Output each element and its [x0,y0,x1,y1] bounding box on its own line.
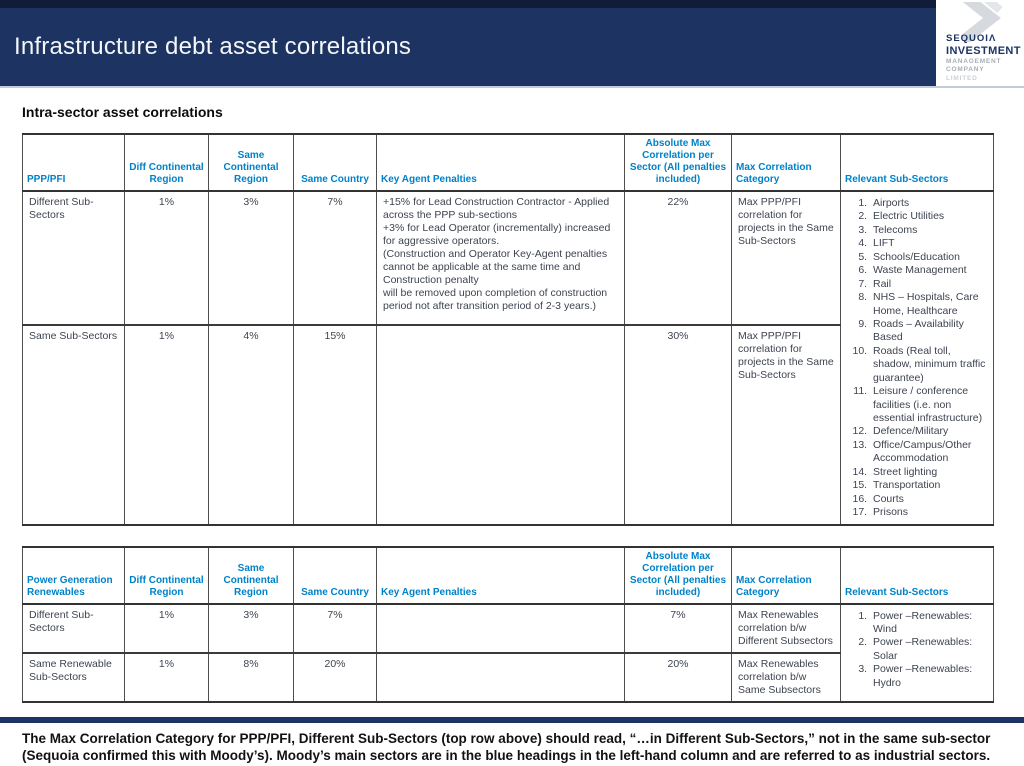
list-item: Roads – Availability Based [870,318,987,345]
header-divider [0,86,1024,88]
col-header-same-continental-region: Same Continental Region [208,546,294,604]
ppp-pfi-correlations-table: PPP/PFI Diff Continental Region Same Con… [22,133,994,526]
list-item: Power –Renewables: Hydro [870,663,987,690]
list-item: Prisons [870,506,987,519]
table-row: Same Renewable Sub-Sectors 1% 8% 20% 20%… [22,652,994,703]
row-label: Same Sub-Sectors [22,324,125,525]
row-label: Different Sub-Sectors [22,602,125,654]
col-header-relevant-sub-sectors: Relevant Sub-Sectors [840,546,994,604]
col-header-relevant-sub-sectors: Relevant Sub-Sectors [840,133,994,192]
list-item: Leisure / conference facilities (i.e. no… [870,385,987,425]
col-header-power-generation-renewables: Power Generation Renewables [22,546,125,604]
diff-region-value: 1% [124,324,209,525]
col-header-key-agent-penalties: Key Agent Penalties [376,133,625,192]
list-item: Courts [870,493,987,506]
list-item: Rail [870,278,987,291]
list-item: Schools/Education [870,251,987,264]
diff-region-value: 1% [124,602,209,654]
same-country-value: 7% [293,190,377,326]
header-top-strip [0,0,1024,8]
col-header-diff-continental-region: Diff Continental Region [124,546,209,604]
title-banner: Infrastructure debt asset correlations [0,8,1024,86]
col-header-max-correlation-category: Max Correlation Category [731,133,841,192]
col-header-same-country: Same Country [293,546,377,604]
section-heading: Intra-sector asset correlations [22,104,223,120]
relevant-sub-sectors-cell: Power –Renewables: WindPower –Renewables… [840,602,994,703]
sub-sector-list: Power –Renewables: WindPower –Renewables… [847,610,987,691]
col-header-max-correlation-category: Max Correlation Category [731,546,841,604]
table-row: Different Sub-Sectors 1% 3% 7% +15% for … [22,190,994,525]
same-country-value: 15% [293,324,377,525]
logo-wordmark: SEQUOIΛ INVESTMENT MANAGEMENT COMPANY LI… [946,34,1021,82]
table-header-row: PPP/PFI Diff Continental Region Same Con… [22,133,994,192]
col-header-diff-continental-region: Diff Continental Region [124,133,209,192]
max-correlation-category-text: Max Renewables correlation b/w Different… [731,602,841,654]
diff-region-value: 1% [124,190,209,326]
row-label: Different Sub-Sectors [22,190,125,326]
key-agent-penalties-text [376,324,625,525]
renewables-correlations-table: Power Generation Renewables Diff Contine… [22,545,994,703]
relevant-sub-sectors-cell: AirportsElectric UtilitiesTelecomsLIFTSc… [840,190,994,525]
sub-sector-list: AirportsElectric UtilitiesTelecomsLIFTSc… [847,197,987,520]
footer-divider-bar [0,716,1024,723]
key-agent-penalties-text [376,602,625,654]
diff-region-value: 1% [124,652,209,703]
key-agent-penalties-text [376,652,625,703]
list-item: LIFT [870,237,987,250]
list-item: Power –Renewables: Solar [870,636,987,663]
page-title: Infrastructure debt asset correlations [14,33,412,60]
list-item: Telecoms [870,224,987,237]
list-item: Electric Utilities [870,210,987,223]
absolute-max-value: 20% [624,652,732,703]
list-item: NHS – Hospitals, Care Home, Healthcare [870,291,987,318]
list-item: Waste Management [870,264,987,277]
col-header-ppp-pfi: PPP/PFI [22,133,125,192]
col-header-absolute-max: Absolute Max Correlation per Sector (All… [624,546,732,604]
same-country-value: 7% [293,602,377,654]
list-item: Airports [870,197,987,210]
company-logo: SEQUOIΛ INVESTMENT MANAGEMENT COMPANY LI… [936,0,1024,86]
list-item: Transportation [870,479,987,492]
key-agent-penalties-text: +15% for Lead Construction Contractor - … [376,190,625,326]
same-region-value: 3% [208,190,294,326]
max-correlation-category-text: Max PPP/PFI correlation for projects in … [731,324,841,525]
footer-note: The Max Correlation Category for PPP/PFI… [22,730,991,766]
absolute-max-value: 22% [624,190,732,326]
row-label: Same Renewable Sub-Sectors [22,652,125,703]
same-region-value: 4% [208,324,294,525]
table-row: Same Sub-Sectors 1% 4% 15% 30% Max PPP/P… [22,324,994,525]
list-item: Power –Renewables: Wind [870,610,987,637]
list-item: Defence/Military [870,425,987,438]
absolute-max-value: 7% [624,602,732,654]
same-country-value: 20% [293,652,377,703]
col-header-same-country: Same Country [293,133,377,192]
logo-company: COMPANY [946,66,985,73]
same-region-value: 3% [208,602,294,654]
logo-investment: INVESTMENT [946,44,1021,57]
list-item: Office/Campus/Other Accommodation [870,439,987,466]
slide-content: Intra-sector asset correlations PPP/PFI … [0,104,1024,703]
logo-limited: LIMITED [946,74,978,82]
table-header-row: Power Generation Renewables Diff Contine… [22,546,994,604]
max-correlation-category-text: Max Renewables correlation b/w Same Subs… [731,652,841,703]
list-item: Roads (Real toll, shadow, minimum traffi… [870,345,987,385]
same-region-value: 8% [208,652,294,703]
logo-name: SEQUOIΛ [946,33,997,44]
logo-management: MANAGEMENT [946,57,1002,65]
col-header-key-agent-penalties: Key Agent Penalties [376,546,625,604]
col-header-absolute-max: Absolute Max Correlation per Sector (All… [624,133,732,192]
col-header-same-continental-region: Same Continental Region [208,133,294,192]
max-correlation-category-text: Max PPP/PFI correlation for projects in … [731,190,841,326]
absolute-max-value: 30% [624,324,732,525]
table-row: Different Sub-Sectors 1% 3% 7% 7% Max Re… [22,602,994,703]
list-item: Street lighting [870,466,987,479]
